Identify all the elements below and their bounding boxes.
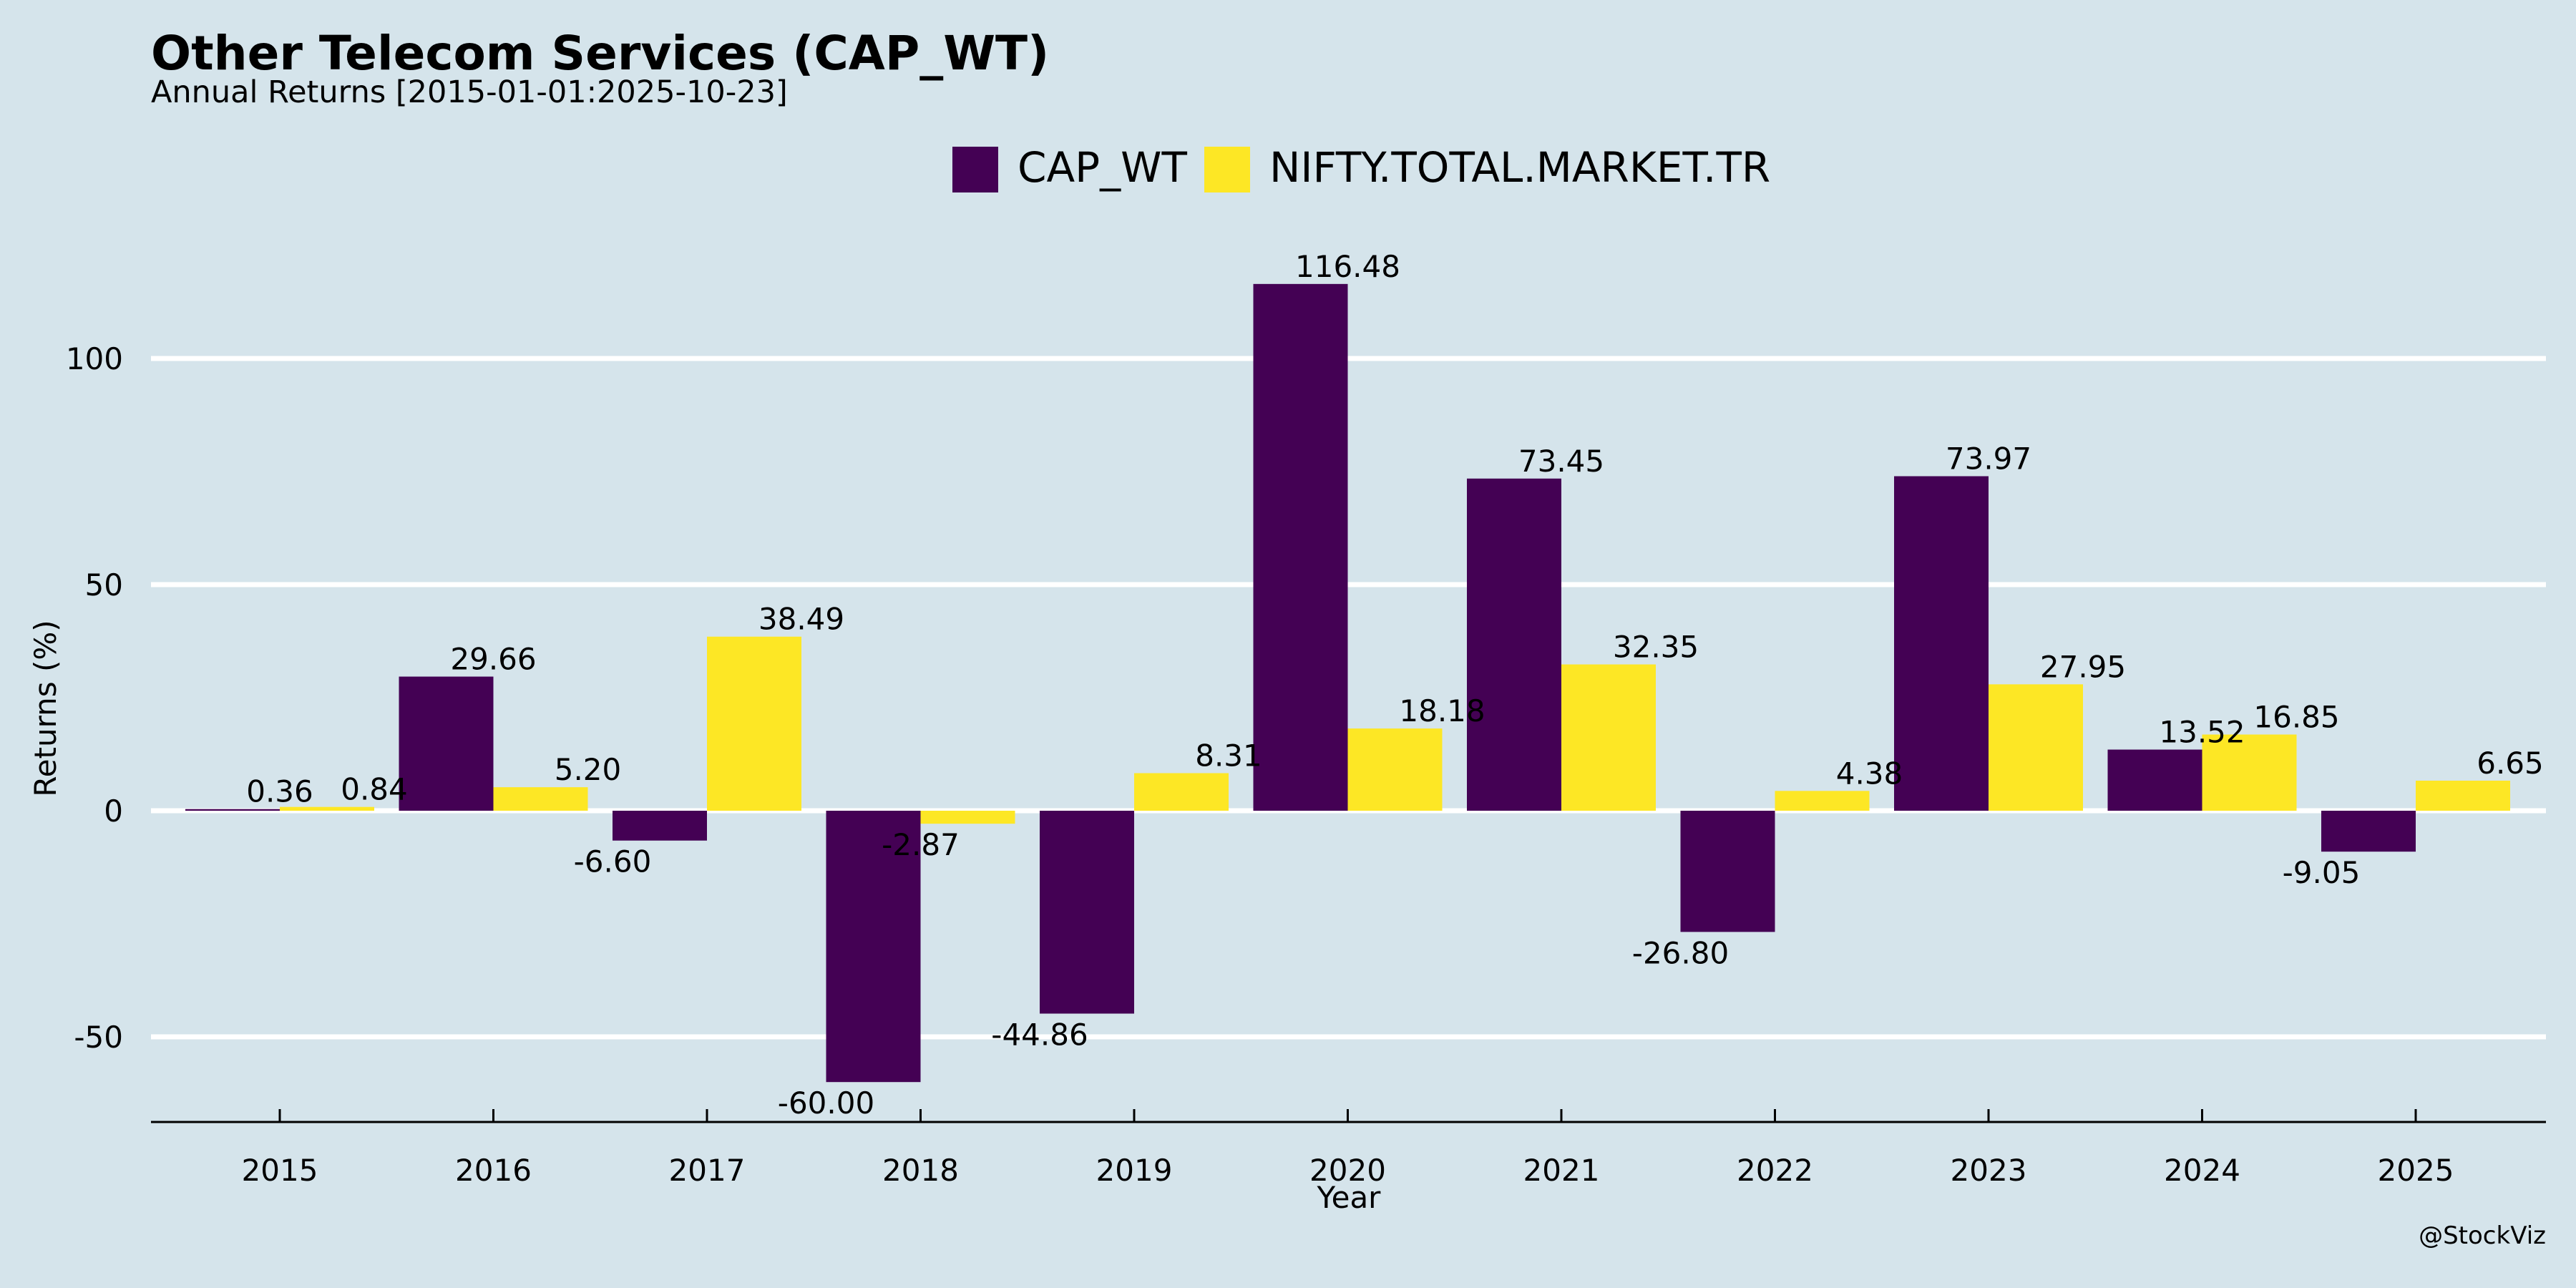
legend-swatch [1204, 147, 1250, 192]
y-axis-title: Returns (%) [28, 620, 63, 796]
data-label: 116.48 [1295, 249, 1400, 284]
x-tick-label: 2019 [1096, 1153, 1173, 1188]
bar-cap-wt-2021 [1467, 478, 1561, 811]
bar-cap-wt-2016 [399, 676, 494, 811]
bar-nifty-2021 [1561, 664, 1656, 811]
data-label: 16.85 [2253, 700, 2339, 735]
legend-label: CAP_WT [1018, 143, 1187, 192]
data-label: 13.52 [2159, 715, 2245, 750]
chart-title: Other Telecom Services (CAP_WT) [151, 26, 1050, 81]
data-label: 29.66 [450, 642, 536, 677]
data-label: 4.38 [1836, 756, 1903, 791]
bar-cap-wt-2025 [2321, 811, 2416, 852]
bar-nifty-2015 [280, 806, 374, 811]
bar-cap-wt-2022 [1680, 811, 1775, 932]
data-label: -60.00 [778, 1085, 874, 1121]
bar-cap-wt-2018 [826, 811, 921, 1083]
data-label: 32.35 [1613, 630, 1699, 665]
data-label: 6.65 [2477, 746, 2544, 781]
bars [185, 283, 2510, 1083]
data-label: 0.84 [341, 772, 408, 807]
bar-cap-wt-2023 [1894, 476, 1989, 811]
bar-nifty-2018 [920, 811, 1015, 824]
data-label: 5.20 [555, 752, 622, 787]
x-tick-label: 2017 [669, 1153, 746, 1188]
x-tick-label: 2021 [1523, 1153, 1600, 1188]
bar-nifty-2024 [2202, 734, 2297, 811]
bar-nifty-2019 [1134, 773, 1229, 811]
bar-cap-wt-2024 [2107, 749, 2202, 811]
x-tick-label: 2023 [1951, 1153, 2027, 1188]
legend-swatch [952, 147, 998, 192]
y-axis-ticks: -50 0 50 100 [66, 341, 123, 1055]
bar-nifty-2020 [1347, 728, 1443, 811]
grid-lines [151, 356, 2546, 1040]
y-tick-label: 100 [66, 341, 123, 376]
x-axis: 2015 2016 2017 2018 2019 2020 2021 2022 2023 2024… [151, 1109, 2546, 1188]
data-labels: 0.36 0.84 29.66 5.20 -6.60 38.49 -60.00 -2.87 -4… [246, 249, 2544, 1121]
x-tick-label: 2020 [1309, 1153, 1386, 1188]
x-tick-label: 2025 [2378, 1153, 2454, 1188]
bar-nifty-2017 [707, 636, 801, 811]
y-tick-label: 0 [104, 794, 123, 829]
bar-cap-wt-2015 [185, 809, 280, 811]
data-label: 8.31 [1195, 738, 1262, 773]
data-label: 38.49 [758, 602, 844, 637]
legend-label: NIFTY.TOTAL.MARKET.TR [1269, 143, 1770, 192]
y-tick-label: -50 [74, 1020, 123, 1055]
x-tick-label: 2016 [455, 1153, 532, 1188]
bar-nifty-2016 [493, 787, 588, 811]
y-tick-label: 50 [85, 567, 123, 602]
bar-cap-wt-2019 [1040, 811, 1134, 1014]
x-tick-label: 2018 [882, 1153, 959, 1188]
bar-cap-wt-2017 [613, 811, 707, 841]
data-label: -26.80 [1632, 935, 1729, 970]
bar-nifty-2023 [1989, 684, 2083, 811]
bar-nifty-2022 [1775, 791, 1870, 811]
bar-cap-wt-2020 [1253, 283, 1348, 811]
data-label: 18.18 [1399, 693, 1485, 728]
data-label: -6.60 [574, 844, 652, 879]
x-tick-label: 2015 [242, 1153, 318, 1188]
data-label: -2.87 [882, 827, 960, 862]
data-label: 27.95 [2040, 649, 2126, 684]
chart-subtitle: Annual Returns [2015-01-01:2025-10-23] [151, 74, 788, 110]
credit-text: @StockViz [2419, 1221, 2546, 1250]
data-label: -9.05 [2283, 855, 2361, 890]
data-label: 73.45 [1518, 444, 1604, 479]
bar-nifty-2025 [2416, 780, 2510, 811]
x-tick-label: 2024 [2164, 1153, 2240, 1188]
data-label: 73.97 [1946, 441, 2031, 477]
x-axis-title: Year [1317, 1180, 1382, 1215]
x-tick-label: 2022 [1737, 1153, 1813, 1188]
legend: CAP_WT NIFTY.TOTAL.MARKET.TR [952, 143, 1770, 192]
data-label: 0.36 [246, 774, 313, 809]
data-label: -44.86 [991, 1018, 1088, 1053]
